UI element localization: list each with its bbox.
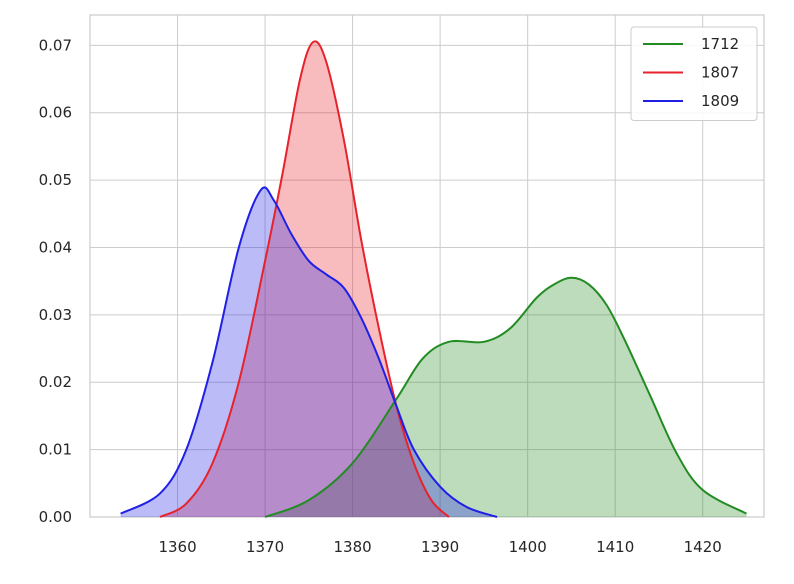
series-areas — [120, 41, 747, 517]
x-tick-label: 1420 — [684, 538, 722, 556]
y-tick-label: 0.04 — [39, 238, 72, 256]
legend: 1712 1807 1809 — [630, 26, 758, 121]
x-tick-label: 1390 — [421, 538, 459, 556]
y-tick-label: 0.02 — [39, 373, 72, 391]
x-tick-label: 1410 — [596, 538, 634, 556]
legend-label: 1809 — [701, 92, 739, 110]
legend-label: 1712 — [701, 35, 739, 53]
y-tick-label: 0.05 — [39, 171, 72, 189]
y-tick-label: 0.00 — [39, 508, 72, 526]
x-tick-label: 1400 — [509, 538, 547, 556]
series-area-1712 — [265, 277, 747, 517]
series-line-1809 — [120, 186, 498, 518]
series-area-1809 — [120, 187, 498, 517]
x-tick-label: 1360 — [158, 538, 196, 556]
y-axis-ticks: 0.00 0.01 0.02 0.03 0.04 0.05 0.06 0.07 — [39, 36, 72, 526]
y-tick-label: 0.06 — [39, 104, 72, 122]
y-tick-label: 0.07 — [39, 36, 72, 54]
x-axis-ticks: 1360 1370 1380 1390 1400 1410 1420 — [158, 538, 721, 556]
y-tick-label: 0.01 — [39, 441, 72, 459]
grid-lines — [90, 15, 764, 517]
x-tick-label: 1370 — [246, 538, 284, 556]
legend-box — [630, 26, 758, 121]
series-lines — [120, 40, 747, 518]
y-tick-label: 0.03 — [39, 306, 72, 324]
series-area-1807 — [160, 41, 449, 517]
x-tick-label: 1380 — [334, 538, 372, 556]
series-line-1712 — [264, 276, 747, 518]
legend-label: 1807 — [701, 64, 739, 82]
